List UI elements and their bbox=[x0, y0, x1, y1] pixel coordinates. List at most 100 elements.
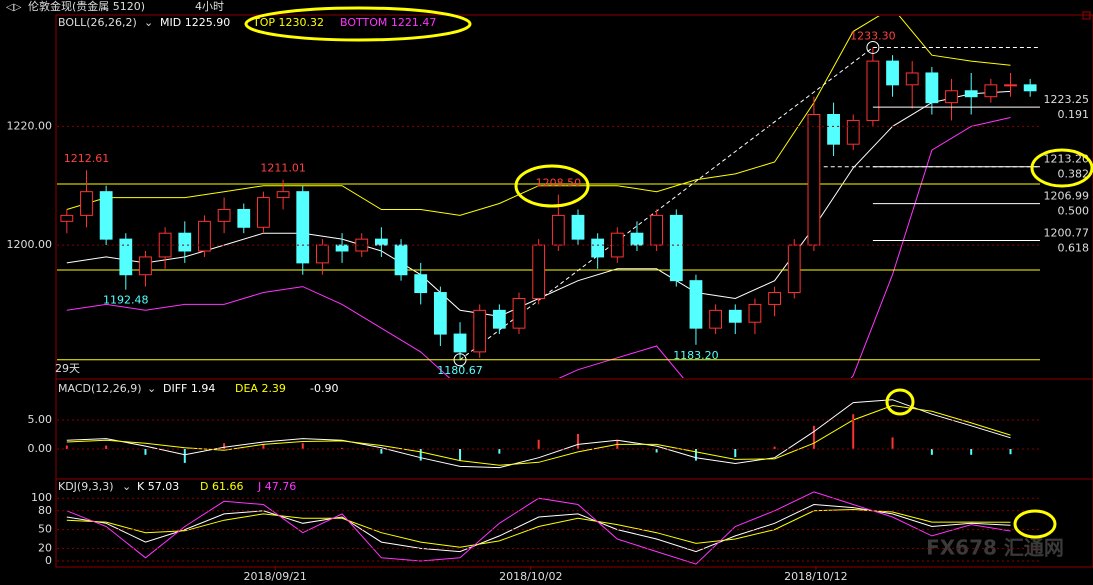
legend-entry: D 61.66 bbox=[200, 480, 243, 493]
y-tick-label: 20 bbox=[38, 541, 52, 554]
fib-ratio: 0.618 bbox=[1058, 241, 1090, 254]
candle-body bbox=[80, 191, 93, 216]
legend-entry: K 57.03 bbox=[137, 480, 179, 493]
candle-body bbox=[964, 90, 978, 98]
price-annotation: 1183.20 bbox=[673, 349, 719, 362]
kdj-line bbox=[66, 508, 1011, 548]
plot-area bbox=[57, 16, 1040, 378]
nav-arrows[interactable]: ◁▷ bbox=[6, 2, 22, 13]
candle-body bbox=[512, 297, 526, 329]
period-label: 29天 bbox=[55, 362, 80, 375]
candle-body bbox=[532, 244, 546, 299]
fib-price: 1206.99 bbox=[1044, 190, 1090, 203]
watermark: FX678 汇通网 bbox=[926, 536, 1064, 560]
panel-borders bbox=[55, 14, 1093, 568]
candle-body bbox=[748, 303, 762, 323]
candle-body bbox=[866, 60, 880, 121]
candle-body bbox=[925, 72, 939, 104]
candle-body bbox=[119, 238, 133, 276]
legend-entry: MID 1225.90 bbox=[160, 16, 230, 29]
indicator-menu[interactable]: ⌄ bbox=[144, 16, 153, 29]
candle-body bbox=[60, 214, 74, 222]
candle-body bbox=[846, 119, 860, 145]
candle-body bbox=[316, 244, 329, 264]
candle-body bbox=[158, 232, 172, 258]
panel-frame bbox=[55, 478, 1093, 568]
price-annotation: 1192.48 bbox=[103, 294, 149, 307]
candle-body bbox=[178, 232, 192, 252]
candle-body bbox=[709, 309, 723, 329]
candle-body bbox=[591, 238, 605, 258]
candle-body bbox=[768, 292, 781, 305]
candle-body bbox=[335, 244, 349, 252]
price-annotation: 1211.01 bbox=[260, 162, 306, 175]
x-tick-label: 2018/09/21 bbox=[244, 570, 307, 583]
candle-body bbox=[237, 208, 251, 228]
candle-body bbox=[198, 220, 211, 252]
candle-body bbox=[217, 208, 231, 222]
indicator-menu[interactable]: ⌄ bbox=[147, 382, 156, 395]
highlight-ellipse bbox=[1013, 509, 1057, 539]
fib-ratio: 0.191 bbox=[1058, 108, 1090, 121]
candle-body bbox=[394, 244, 408, 276]
legend-entry: DEA 2.39 bbox=[235, 382, 286, 395]
y-tick-label: 0 bbox=[45, 554, 52, 567]
legend-entry: TOP 1230.32 bbox=[252, 16, 324, 29]
legend-entry: -0.90 bbox=[310, 382, 338, 395]
highlight-ellipse bbox=[1030, 148, 1093, 188]
candle-body bbox=[453, 333, 467, 353]
period[interactable]: 4小时 bbox=[195, 0, 224, 13]
macd-line bbox=[66, 399, 1011, 469]
candle-body bbox=[414, 274, 428, 294]
candle-body bbox=[689, 280, 703, 329]
candle-body bbox=[807, 114, 821, 246]
candle-body bbox=[1004, 84, 1017, 87]
candle-body bbox=[296, 191, 310, 264]
boll-line bbox=[66, 117, 1011, 378]
legend-entry: BOTTOM 1221.47 bbox=[340, 16, 436, 29]
price-annotation: 1208.50 bbox=[536, 177, 582, 190]
highlight-ellipse bbox=[514, 164, 590, 208]
candle-body bbox=[571, 214, 585, 240]
candle-body bbox=[650, 214, 664, 246]
candle-body bbox=[630, 232, 644, 246]
fib-ratio: 0.500 bbox=[1058, 205, 1090, 218]
kdj-line bbox=[66, 503, 1011, 553]
price-annotation: 1212.61 bbox=[64, 152, 110, 165]
candle-body bbox=[1023, 84, 1037, 92]
candle-body bbox=[827, 114, 840, 145]
y-tick-label: 80 bbox=[38, 504, 52, 517]
fib-price: 1200.77 bbox=[1044, 226, 1090, 239]
y-tick-label: 5.00 bbox=[28, 413, 53, 426]
candle-body bbox=[945, 90, 958, 104]
candle-body bbox=[551, 214, 565, 246]
price-annotation: 1180.67 bbox=[437, 364, 483, 377]
boll-line bbox=[66, 16, 1011, 216]
candle-body bbox=[99, 191, 113, 240]
fib-ratio: 0.382 bbox=[1058, 168, 1090, 181]
fib-price: 1223.25 bbox=[1044, 93, 1090, 106]
indicator-name: KDJ(9,3,3) bbox=[58, 480, 114, 493]
x-tick-label: 2018/10/12 bbox=[784, 570, 847, 583]
y-tick-label: 1200.00 bbox=[7, 238, 53, 251]
candle-body bbox=[257, 197, 270, 228]
candle-body bbox=[984, 84, 998, 98]
candle-body bbox=[669, 214, 683, 282]
candle-body bbox=[374, 238, 388, 246]
trend-line bbox=[459, 47, 874, 361]
y-tick-label: 0.00 bbox=[28, 442, 53, 455]
legend-entry: DIFF 1.94 bbox=[163, 382, 215, 395]
y-tick-label: 100 bbox=[31, 491, 52, 504]
candle-body bbox=[433, 292, 447, 335]
highlight-ellipse bbox=[244, 6, 472, 42]
fib-price: 1213.20 bbox=[1044, 153, 1090, 166]
indicator-name: MACD(12,26,9) bbox=[58, 382, 142, 395]
symbol[interactable]: 伦敦金现(贵金属 5120) bbox=[28, 0, 145, 13]
candle-body bbox=[886, 60, 899, 86]
candle-body bbox=[473, 309, 487, 353]
candle-body bbox=[905, 72, 919, 86]
indicator-menu[interactable]: ⌄ bbox=[122, 480, 131, 493]
candle-body bbox=[728, 309, 742, 323]
